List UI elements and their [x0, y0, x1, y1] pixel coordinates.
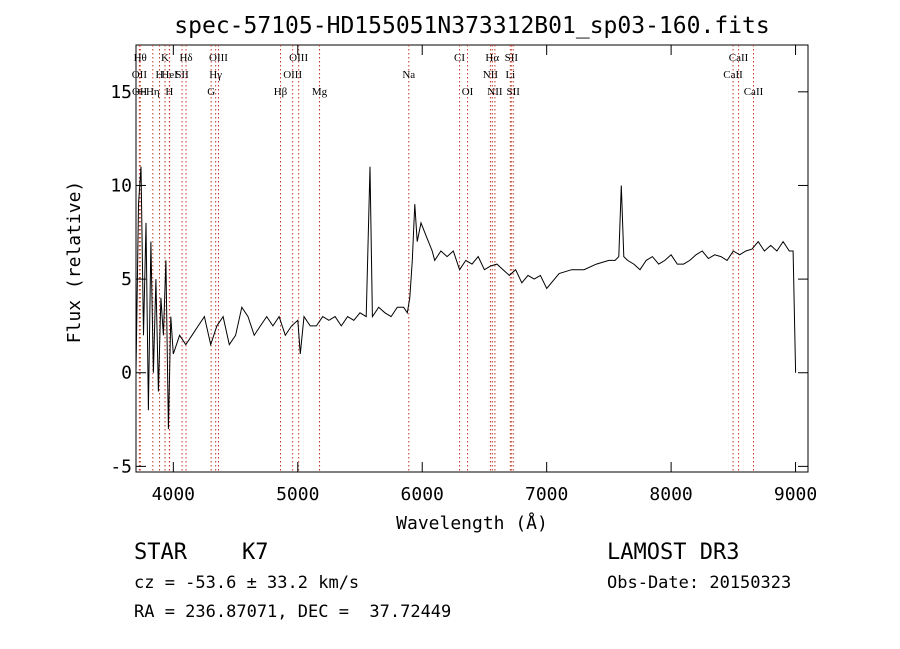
chart-title: spec-57105-HD155051N373312B01_sp03-160.f…	[174, 13, 769, 39]
y-tick-label-2: 5	[121, 269, 132, 290]
line-label-5: CI	[454, 52, 465, 64]
y-tick-label-4: 15	[110, 82, 132, 103]
line-label-21: H	[165, 86, 173, 98]
coordinates-readout: RA = 236.87071, DEC = 37.72449	[134, 602, 452, 622]
survey-label: LAMOST DR3	[607, 540, 740, 565]
y-tick-label-0: -5	[110, 456, 132, 477]
line-label-10: H	[156, 69, 164, 81]
line-label-17: Li	[505, 69, 515, 81]
line-label-9: OII	[132, 69, 148, 81]
x-tick-label-1: 5000	[276, 484, 319, 505]
line-label-23: Hβ	[274, 86, 288, 98]
line-label-6: Hα	[485, 52, 499, 64]
line-label-14: OIII	[283, 69, 302, 81]
axis-ticks: 4000 5000 6000 7000 8000 9000 -5 0 5 10 15	[110, 45, 817, 505]
observation-date: Obs-Date: 20150323	[607, 573, 792, 593]
x-tick-label-4: 8000	[649, 484, 692, 505]
line-label-13: Hγ	[209, 69, 222, 81]
plot-frame	[135, 44, 809, 473]
line-label-11: HeI	[161, 69, 178, 81]
line-label-24: Mg	[312, 86, 328, 98]
line-label-25: OI	[462, 86, 474, 98]
object-subclass: K7	[242, 540, 269, 565]
y-tick-label-3: 10	[110, 175, 132, 196]
line-label-26: NII	[487, 86, 503, 98]
spectral-line-markers	[138, 45, 754, 472]
y-axis-label: Flux (relative)	[64, 181, 85, 344]
line-label-4: OIII	[289, 52, 308, 64]
line-label-8: CaII	[729, 52, 749, 64]
line-label-16: NII	[483, 69, 499, 81]
x-tick-label-0: 4000	[152, 484, 195, 505]
x-tick-label-2: 6000	[401, 484, 444, 505]
line-label-12: SII	[175, 69, 189, 81]
x-tick-label-3: 7000	[525, 484, 568, 505]
line-label-3: OIII	[209, 52, 228, 64]
object-class: STAR	[134, 540, 187, 565]
line-label-20: Hη	[146, 86, 160, 98]
line-label-15: Na	[402, 69, 415, 81]
line-label-7: SII	[505, 52, 519, 64]
line-label-27: SII	[506, 86, 520, 98]
redshift-readout: cz = -53.6 ± 33.2 km/s	[134, 573, 360, 593]
x-tick-label-5: 9000	[774, 484, 817, 505]
flux-series-line	[135, 166, 797, 429]
line-label-18: CaII	[723, 69, 743, 81]
line-label-28: CaII	[744, 86, 764, 98]
line-label-2: Hδ	[179, 52, 192, 64]
y-tick-label-1: 0	[121, 363, 132, 384]
line-label-22: G	[207, 86, 215, 98]
x-axis-label: Wavelength (Å)	[396, 512, 548, 534]
line-label-0: Hθ	[134, 52, 147, 64]
line-label-1: K	[161, 52, 169, 64]
